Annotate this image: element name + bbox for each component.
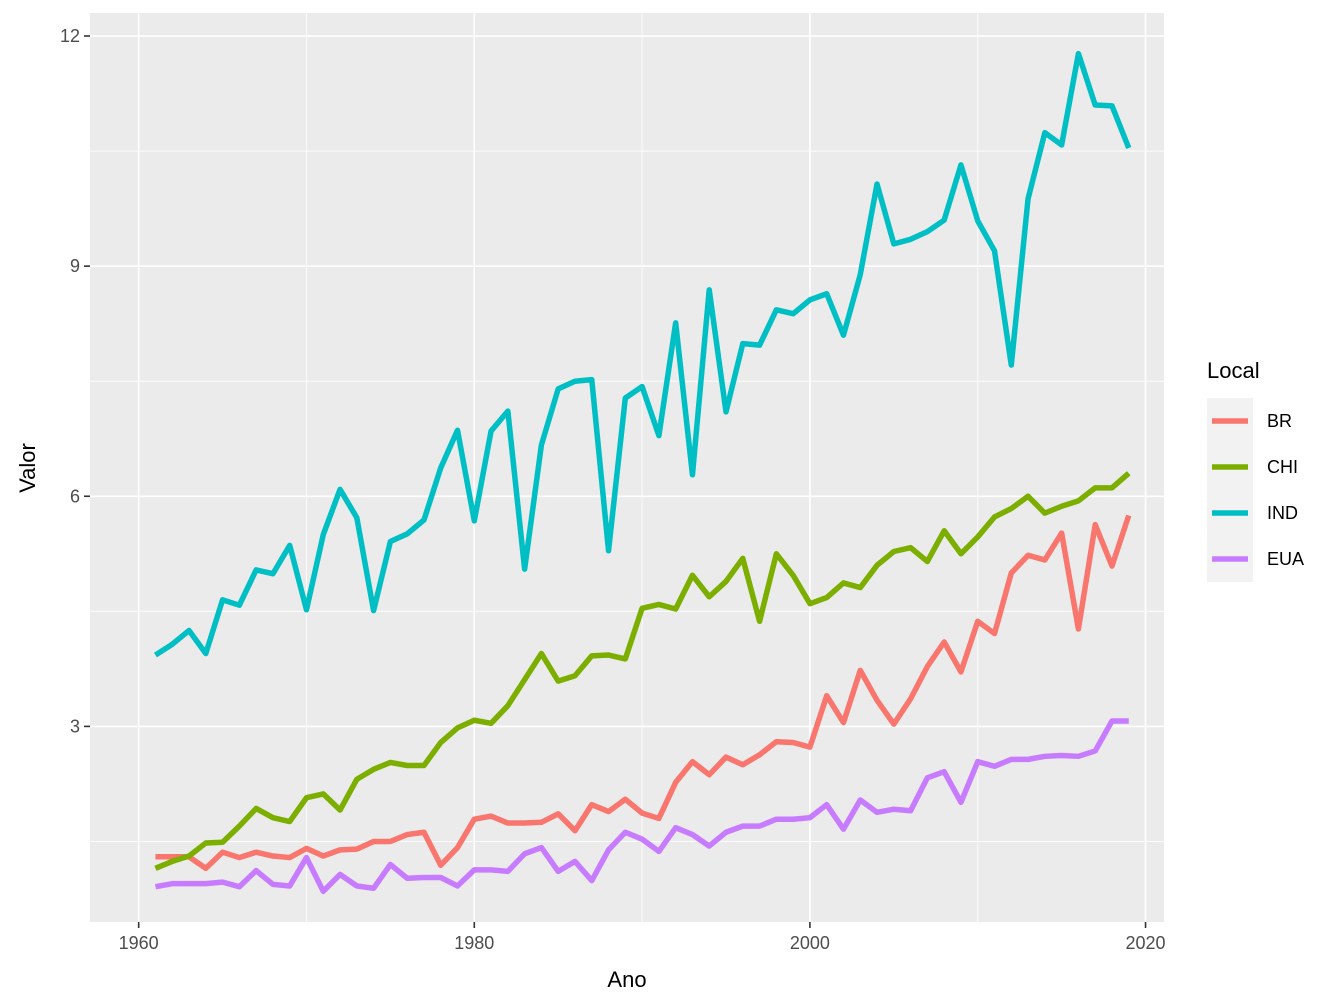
y-tick-label: 12 <box>60 26 80 46</box>
legend-title: Local <box>1207 358 1260 383</box>
plot-panel <box>90 13 1164 922</box>
legend-items: BR CHI IND EUA <box>1207 398 1304 582</box>
x-tick-label: 2000 <box>790 933 830 953</box>
legend-label-chi: CHI <box>1267 457 1298 477</box>
series-line-br <box>155 514 1132 872</box>
series-line-chi <box>154 471 1131 871</box>
legend-label-ind: IND <box>1267 503 1298 523</box>
y-tick-label: 6 <box>70 486 80 506</box>
x-tick-labels: 1960 1980 2000 2020 <box>119 933 1166 953</box>
legend-label-eua: EUA <box>1267 549 1304 569</box>
y-tick-labels: 3 6 9 12 <box>60 26 80 736</box>
series-line-ind <box>153 50 1132 658</box>
minor-gridlines <box>90 13 1164 922</box>
x-axis-title: Ano <box>607 967 646 992</box>
series-line-eua <box>154 718 1129 895</box>
x-tick-label: 1960 <box>119 933 159 953</box>
legend-label-br: BR <box>1267 411 1292 431</box>
y-axis-title: Valor <box>15 443 40 493</box>
axis-ticks <box>84 35 1147 928</box>
x-tick-label: 2020 <box>1126 933 1166 953</box>
legend: Local BR CHI IND EUA <box>1207 358 1304 582</box>
y-tick-label: 3 <box>70 716 80 736</box>
x-tick-label: 1980 <box>454 933 494 953</box>
major-gridlines <box>90 13 1164 922</box>
series-lines <box>153 50 1132 895</box>
y-tick-label: 9 <box>70 256 80 276</box>
